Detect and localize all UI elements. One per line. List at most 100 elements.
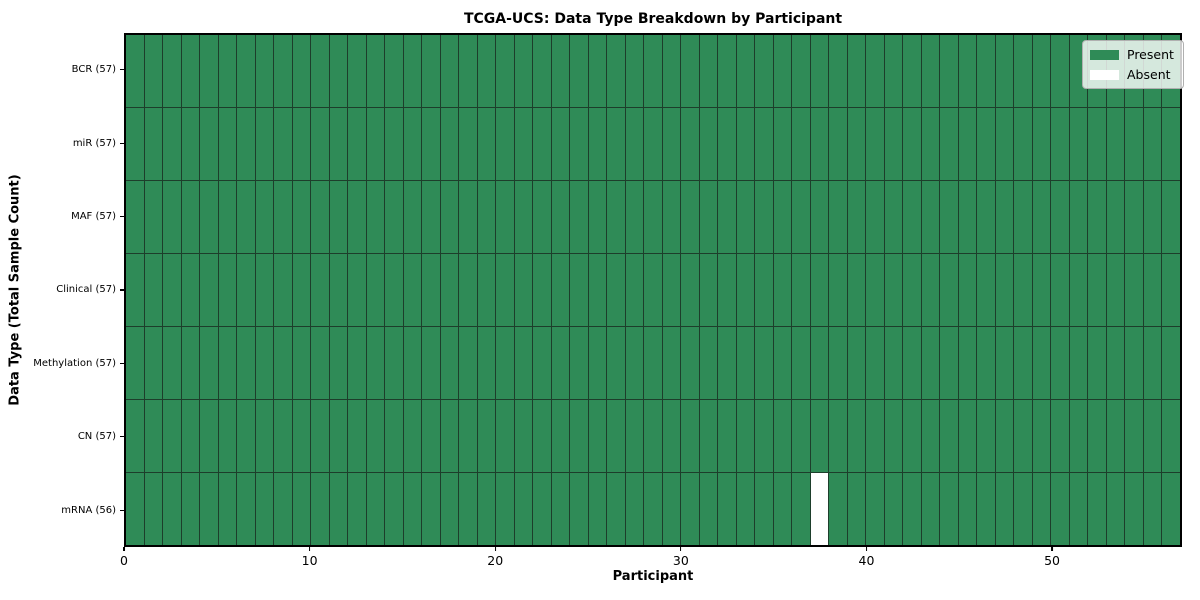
heatmap-cell — [163, 108, 181, 180]
heatmap-cell — [903, 327, 921, 399]
heatmap-cell — [533, 254, 551, 326]
heatmap-cell — [588, 327, 607, 399]
x-tick-mark — [680, 547, 682, 551]
heatmap-cell — [551, 181, 570, 253]
heatmap-cell — [255, 327, 274, 399]
heatmap-cell — [459, 181, 477, 253]
heatmap-cell — [1069, 327, 1088, 399]
y-tick-row: Clinical (57) — [0, 253, 124, 326]
heatmap-cell — [736, 108, 755, 180]
heatmap-cell — [163, 35, 181, 107]
heatmap-cell — [940, 108, 958, 180]
heatmap-cell — [255, 35, 274, 107]
heatmap-cell — [792, 181, 810, 253]
heatmap-cell — [126, 327, 144, 399]
heatmap-cell — [1032, 473, 1051, 545]
heatmap-cell — [403, 254, 422, 326]
heatmap-cell — [1106, 327, 1125, 399]
y-tick-label: MAF (57) — [71, 211, 116, 223]
heatmap-cell — [829, 254, 847, 326]
heatmap-cell — [921, 35, 940, 107]
heatmap-cell — [773, 327, 792, 399]
heatmap-cell — [496, 327, 514, 399]
heatmap-cell — [237, 327, 255, 399]
heatmap-cell — [588, 108, 607, 180]
x-tick-label: 0 — [120, 553, 128, 568]
heatmap-cell — [255, 108, 274, 180]
heatmap-cell — [292, 108, 311, 180]
heatmap-cell — [1106, 473, 1125, 545]
heatmap-cell — [755, 473, 773, 545]
heatmap-cell — [403, 400, 422, 472]
heatmap-cell — [1069, 108, 1088, 180]
y-axis-ticks: BCR (57) miR (57) MAF (57) Clinical (57) Met… — [0, 33, 124, 547]
heatmap-cell — [385, 181, 403, 253]
x-tick-mark — [1051, 547, 1053, 551]
heatmap-cell — [1014, 35, 1032, 107]
heatmap-cell — [607, 473, 625, 545]
heatmap-cell — [292, 473, 311, 545]
heatmap-cell — [625, 327, 644, 399]
heatmap-cell — [755, 327, 773, 399]
x-tick-mark — [865, 547, 868, 551]
heatmap-cell — [422, 473, 440, 545]
heatmap-cell — [718, 327, 736, 399]
heatmap-cell — [329, 400, 348, 472]
heatmap-cell — [570, 254, 588, 326]
heatmap-cell — [163, 327, 181, 399]
heatmap-cell — [588, 400, 607, 472]
heatmap-cell — [940, 181, 958, 253]
heatmap-cell — [1106, 254, 1125, 326]
heatmap-cell — [459, 254, 477, 326]
x-tick: 20 — [487, 547, 503, 568]
heatmap-cell — [1125, 254, 1143, 326]
heatmap-cell — [1088, 108, 1106, 180]
heatmap-cell — [921, 327, 940, 399]
heatmap-cell — [1088, 473, 1106, 545]
heatmap-cell — [607, 254, 625, 326]
heatmap-cell — [570, 35, 588, 107]
heatmap-cell — [829, 108, 847, 180]
heatmap-cell — [292, 35, 311, 107]
heatmap-cell — [348, 400, 366, 472]
heatmap-cell — [403, 473, 422, 545]
x-tick-mark — [123, 547, 125, 551]
heatmap-cell — [1106, 181, 1125, 253]
heatmap-cell — [1162, 254, 1180, 326]
heatmap-cell — [459, 327, 477, 399]
heatmap-cell — [736, 35, 755, 107]
heatmap-cell — [348, 254, 366, 326]
heatmap-cell — [1088, 181, 1106, 253]
heatmap-cell — [995, 35, 1014, 107]
heatmap-cell — [773, 181, 792, 253]
heatmap-cell — [292, 327, 311, 399]
heatmap-cell — [1106, 400, 1125, 472]
heatmap-cell — [607, 327, 625, 399]
heatmap-cell — [625, 473, 644, 545]
heatmap-cell — [126, 35, 144, 107]
heatmap-cell — [977, 108, 995, 180]
heatmap-cell — [218, 108, 237, 180]
heatmap-cell — [311, 181, 329, 253]
heatmap-cell — [1069, 181, 1088, 253]
heatmap-cell — [1069, 254, 1088, 326]
heatmap-cell — [366, 473, 385, 545]
heatmap-cell — [274, 400, 292, 472]
heatmap-cell — [958, 254, 977, 326]
heatmap-cell — [551, 327, 570, 399]
heatmap-cell — [792, 35, 810, 107]
heatmap-cell — [366, 35, 385, 107]
heatmap-cell — [533, 473, 551, 545]
x-tick-label: 40 — [858, 553, 875, 568]
heatmap-cell — [403, 327, 422, 399]
heatmap-cell — [440, 400, 459, 472]
heatmap-cell — [773, 108, 792, 180]
heatmap-cell — [884, 108, 903, 180]
heatmap-cell — [755, 400, 773, 472]
y-tick-row: BCR (57) — [0, 33, 124, 106]
legend: Present Absent — [1082, 40, 1184, 89]
heatmap-cell — [440, 327, 459, 399]
heatmap-cell — [551, 35, 570, 107]
heatmap-cell — [329, 181, 348, 253]
heatmap-cell — [1014, 181, 1032, 253]
